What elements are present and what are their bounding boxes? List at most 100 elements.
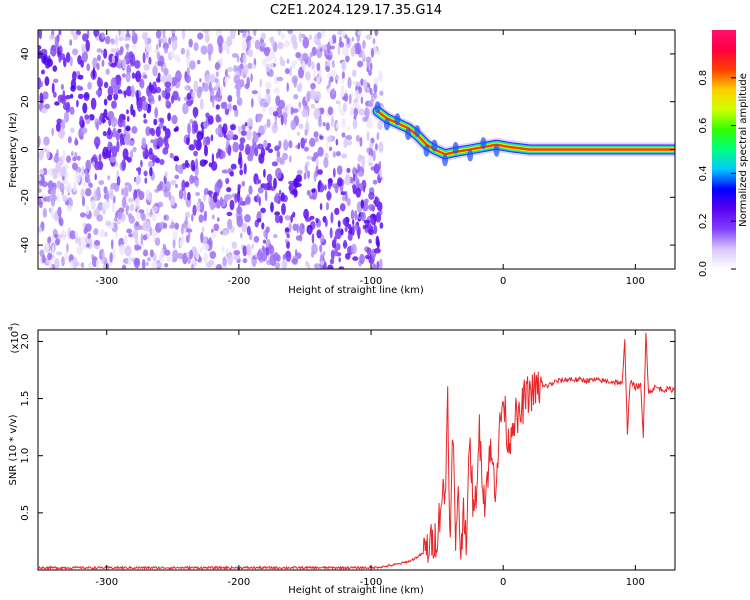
spectrogram-cell xyxy=(302,36,310,49)
snr-x-tick-label: 0 xyxy=(500,577,506,588)
spectrogram-cell xyxy=(304,129,308,136)
spectrogram-cell xyxy=(358,108,365,116)
spectrogram-cell xyxy=(135,175,142,184)
spectrogram-cell xyxy=(289,65,293,77)
spectrogram-cell xyxy=(352,256,359,261)
spectrogram-cell xyxy=(156,262,163,267)
spectrogram-cell xyxy=(181,179,186,192)
spectrogram-cell xyxy=(247,62,253,69)
spectrogram-cell xyxy=(92,67,96,79)
spectrogram-cell xyxy=(172,249,179,261)
spectrogram-cell xyxy=(142,101,149,111)
spectrogram-cell xyxy=(191,263,194,269)
spectrogram-cell xyxy=(210,134,214,142)
spectrogram-blob xyxy=(442,154,449,167)
spectrogram-cell xyxy=(188,38,193,48)
spectrogram-y-tick-label: 20 xyxy=(20,95,31,108)
spectrogram-cell xyxy=(95,89,103,96)
spectrogram-cell xyxy=(150,128,156,137)
spectrogram-cell xyxy=(108,118,112,127)
spectrogram-cell xyxy=(373,83,378,94)
spectrogram-blob xyxy=(423,144,430,157)
spectrogram-cell xyxy=(333,37,337,43)
spectrogram-cell xyxy=(276,156,283,163)
spectrogram-cell xyxy=(126,30,130,34)
spectrogram-cell xyxy=(113,93,119,101)
spectrogram-cell xyxy=(357,30,363,36)
spectrogram-cell xyxy=(352,69,357,77)
spectrogram-cell xyxy=(187,122,191,135)
spectrogram-cell xyxy=(361,159,365,169)
spectrogram-cell xyxy=(217,87,221,99)
spectrogram-cell xyxy=(207,115,214,125)
spectrogram-cell xyxy=(96,77,103,88)
spectrogram-cell xyxy=(329,45,336,50)
spectrogram-cell xyxy=(115,132,120,141)
colorbar-label: Normalized spectral amplitude xyxy=(738,73,749,227)
spectrogram-cell xyxy=(119,135,123,147)
spectrogram-cell xyxy=(172,238,176,249)
spectrogram-cell xyxy=(290,214,293,223)
spectrogram-cell xyxy=(247,117,254,127)
spectrogram-cell xyxy=(138,190,145,201)
snr-y-tick-label: 1.5 xyxy=(20,391,31,407)
spectrogram-cell xyxy=(352,119,358,130)
spectrogram-cell xyxy=(169,152,174,159)
spectrogram-cell xyxy=(81,43,86,54)
spectrogram-cell xyxy=(168,37,172,45)
spectrogram-cell xyxy=(80,60,84,68)
spectrogram-cell xyxy=(240,232,243,239)
spectrogram-cell xyxy=(172,230,178,241)
spectrogram-cell xyxy=(85,223,92,232)
spectrogram-cell xyxy=(61,256,65,267)
spectrogram-cell xyxy=(132,43,137,50)
spectrogram-cell xyxy=(130,54,133,66)
spectrogram-cell xyxy=(90,97,97,110)
spectrogram-cell xyxy=(260,207,266,214)
spectrogram-cell xyxy=(197,32,204,40)
spectrogram-cell xyxy=(335,151,341,157)
spectrogram-cell xyxy=(120,30,126,37)
spectrogram-cell xyxy=(348,229,352,235)
spectrogram-cell xyxy=(38,149,44,161)
spectrogram-cell xyxy=(101,59,105,67)
spectrogram-y-axis-label: Frequency (Hz) xyxy=(8,112,19,188)
colorbar-tick-label: 0.4 xyxy=(698,165,709,181)
spectrogram-cell xyxy=(237,184,242,189)
spectrogram-cell xyxy=(204,144,208,157)
spectrogram-cell xyxy=(215,104,220,110)
spectrogram-cell xyxy=(210,161,218,171)
spectrogram-cell xyxy=(164,263,169,268)
spectrogram-cell xyxy=(72,156,77,162)
spectrogram-cell xyxy=(251,36,255,44)
spectrogram-cell xyxy=(110,182,117,190)
spectrogram-cell xyxy=(76,155,81,161)
spectrogram-cell xyxy=(315,165,319,177)
spectrogram-cell xyxy=(99,160,103,171)
spectrogram-cell xyxy=(241,40,248,52)
spectrogram-cell xyxy=(335,138,339,146)
spectrogram-cell xyxy=(309,89,316,100)
spectrogram-cell xyxy=(177,252,184,260)
spectrogram-cell xyxy=(317,39,322,50)
spectrogram-cell xyxy=(253,30,257,37)
spectrogram-cell xyxy=(122,148,129,160)
spectrogram-cell xyxy=(123,129,127,135)
spectrogram-cell xyxy=(306,190,312,196)
spectrogram-cell xyxy=(373,224,378,235)
spectrogram-cell xyxy=(282,253,286,261)
spectrogram-cell xyxy=(171,30,176,34)
spectrogram-cell xyxy=(189,89,193,95)
spectrogram-cell xyxy=(195,139,202,151)
spectrogram-cell xyxy=(171,114,178,125)
spectrogram-cell xyxy=(122,119,126,128)
spectrogram-cell xyxy=(115,161,119,168)
spectrogram-cell xyxy=(232,104,238,111)
spectrogram-cell xyxy=(132,146,137,153)
snr-y-ticks: 0.5 1.0 1.5 2.0 xyxy=(20,333,675,521)
spectrogram-cell xyxy=(69,230,76,240)
spectrogram-cell xyxy=(226,74,231,79)
spectrogram-x-tick-label: 0 xyxy=(500,276,506,287)
spectrogram-cell xyxy=(72,71,77,82)
spectrogram-cell xyxy=(319,135,324,140)
